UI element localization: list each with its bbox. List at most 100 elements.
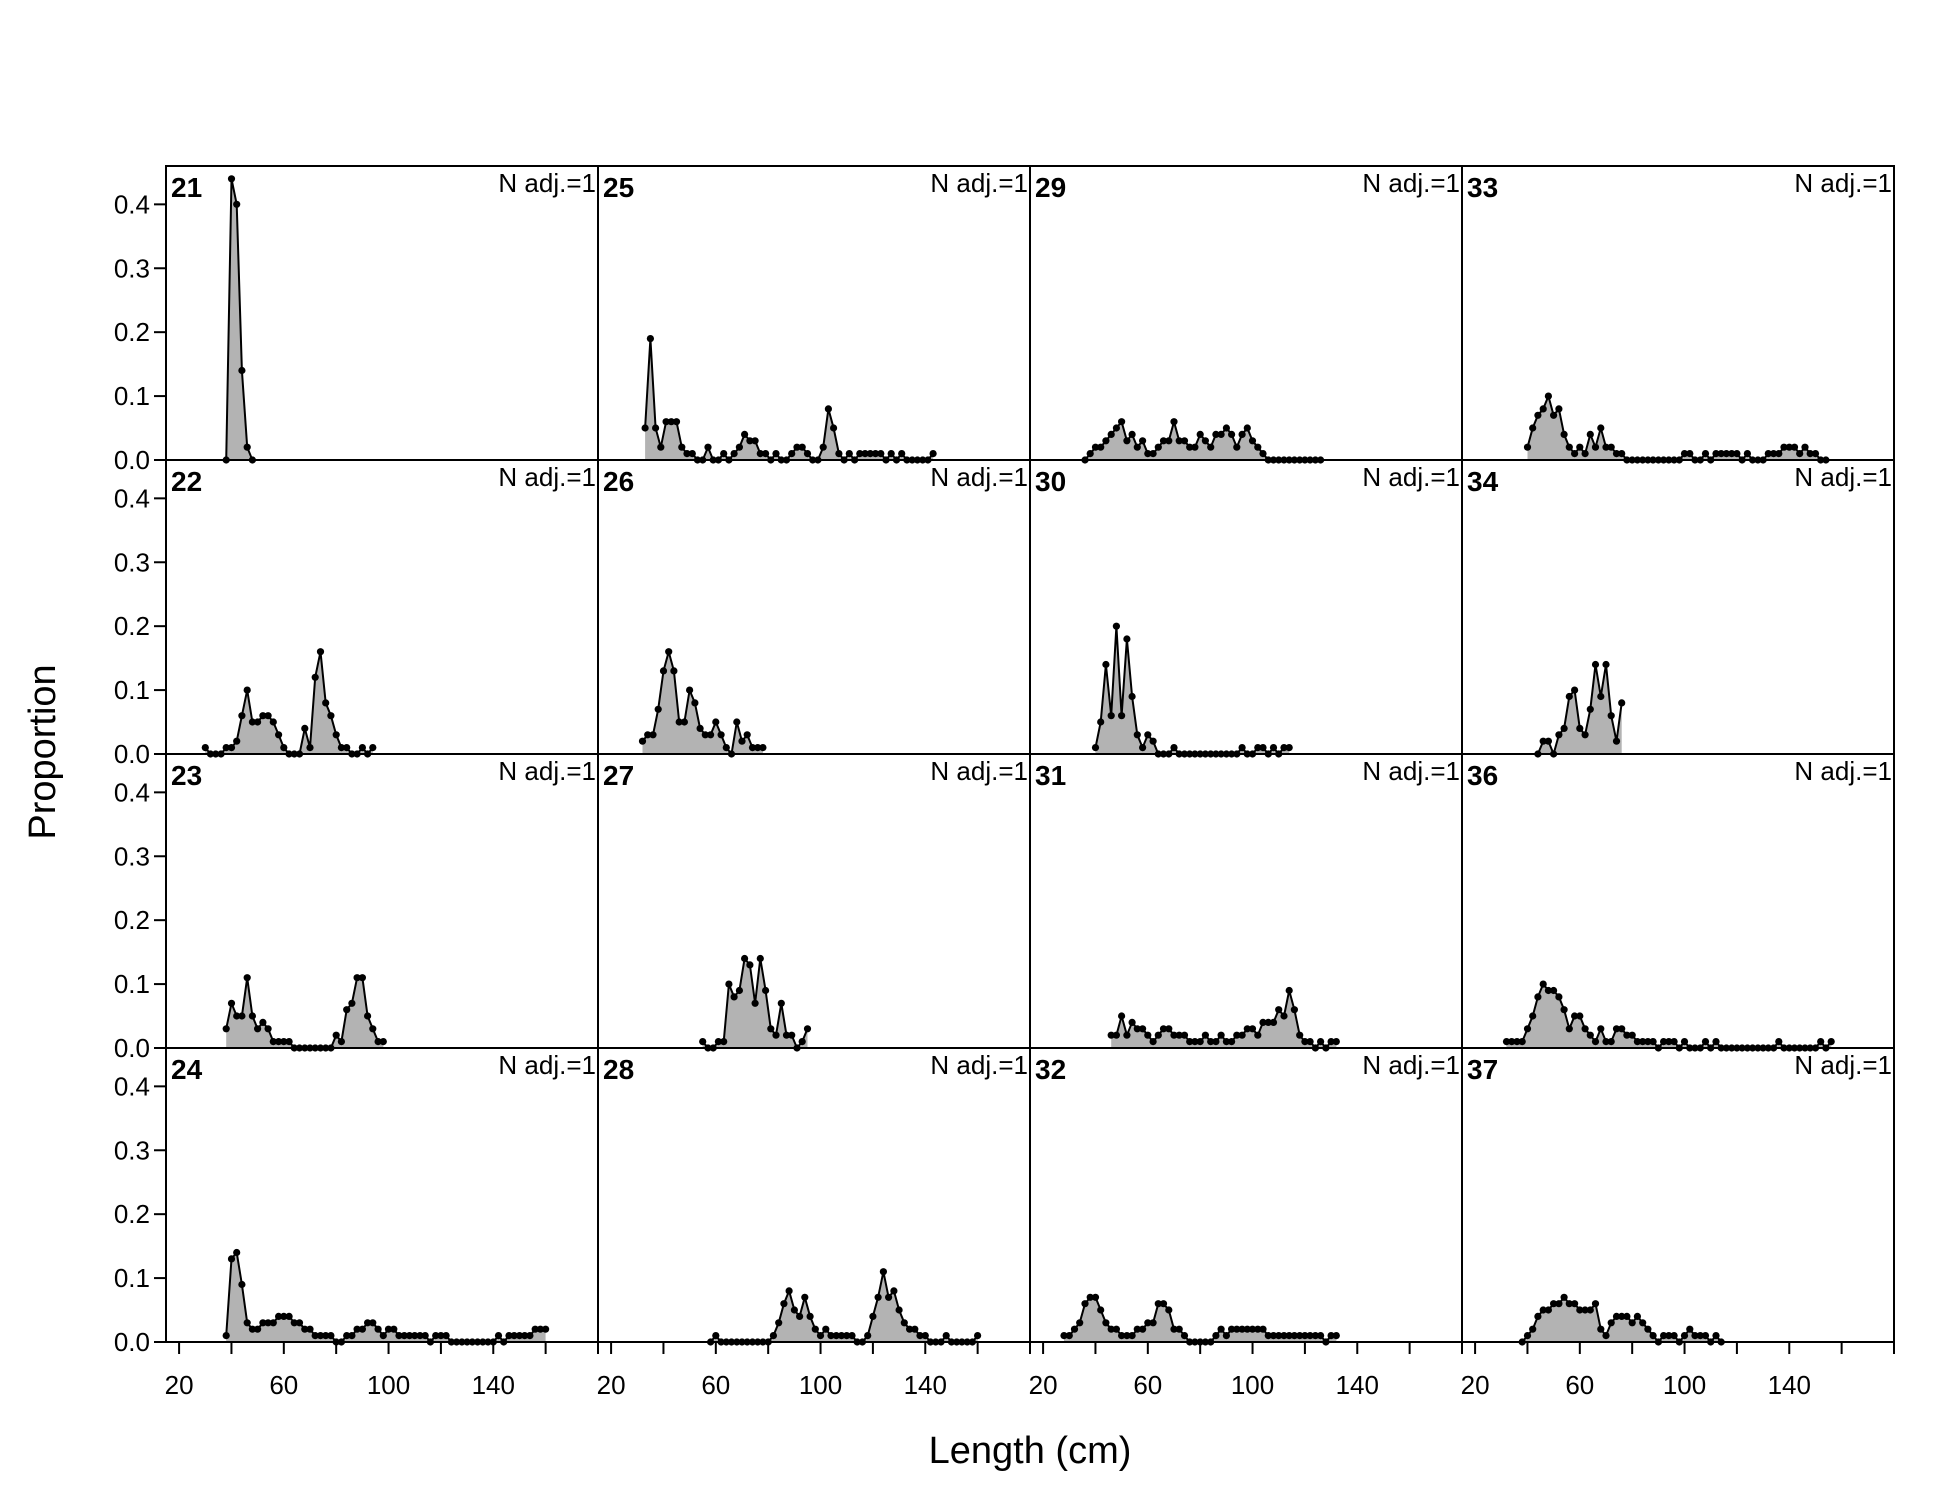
panel-annotation: N adj.=1 — [1794, 168, 1892, 198]
y-tick-label: 0.1 — [114, 1263, 150, 1293]
y-tick-label: 0.2 — [114, 611, 150, 641]
data-point — [1191, 1038, 1199, 1046]
data-point — [1243, 1325, 1251, 1333]
data-point — [1097, 1306, 1105, 1314]
data-point — [1133, 731, 1141, 739]
data-point — [254, 1025, 262, 1033]
data-point — [1764, 450, 1772, 458]
data-point — [1248, 437, 1257, 445]
data-point — [290, 1319, 298, 1327]
data-point — [238, 366, 246, 375]
panel-label: 26 — [603, 466, 634, 497]
data-point — [819, 443, 827, 451]
data-point — [1612, 737, 1621, 745]
data-point — [1518, 1038, 1526, 1046]
x-tick-label: 60 — [1565, 1370, 1594, 1400]
data-point — [1280, 744, 1288, 752]
data-point — [1306, 1038, 1314, 1046]
data-point — [1586, 1031, 1594, 1039]
data-point — [1280, 1332, 1288, 1340]
data-point — [1228, 1325, 1236, 1333]
data-point — [1280, 1012, 1288, 1020]
data-point — [1317, 1038, 1325, 1046]
data-point — [285, 1312, 293, 1320]
data-point — [1128, 1018, 1136, 1026]
data-point — [1539, 1306, 1547, 1314]
data-point — [1207, 1038, 1215, 1046]
panel-frame — [597, 165, 1031, 461]
data-point — [1186, 1038, 1194, 1046]
data-point — [1581, 1025, 1589, 1033]
data-point — [1264, 1018, 1272, 1026]
data-point — [1275, 1332, 1283, 1340]
data-point — [788, 1031, 796, 1039]
data-point — [1701, 1038, 1710, 1046]
data-point — [1550, 986, 1558, 995]
x-tick-label: 20 — [597, 1370, 626, 1400]
data-point — [1560, 1293, 1568, 1301]
panel-label: 30 — [1035, 466, 1066, 497]
data-point — [1254, 744, 1262, 752]
panel-label: 31 — [1035, 760, 1066, 791]
panel-annotation: N adj.=1 — [930, 462, 1028, 492]
panel-label: 36 — [1467, 760, 1498, 791]
data-point — [790, 1306, 799, 1314]
data-point — [1269, 1332, 1278, 1340]
y-tick-label: 0.1 — [114, 969, 150, 999]
data-point — [759, 744, 767, 752]
data-point — [233, 200, 241, 208]
data-point — [1175, 1031, 1183, 1039]
data-point — [1060, 1332, 1068, 1340]
data-point — [348, 1332, 356, 1340]
data-point — [730, 993, 738, 1001]
panel-26: 26 N adj.=1 — [597, 459, 1031, 758]
data-point — [1149, 1038, 1157, 1046]
area-fill — [1095, 626, 1290, 754]
data-point — [364, 1012, 372, 1020]
data-point — [696, 724, 704, 733]
x-tick-label: 140 — [1336, 1370, 1379, 1400]
data-point — [1076, 1319, 1084, 1327]
data-point — [722, 744, 730, 752]
data-point — [1591, 1300, 1600, 1308]
data-point — [243, 974, 251, 982]
data-point — [1222, 424, 1230, 432]
data-point — [1254, 1031, 1262, 1039]
data-point — [227, 999, 236, 1007]
data-point — [772, 450, 780, 458]
data-point — [1285, 744, 1293, 752]
data-point — [712, 718, 720, 726]
data-point — [748, 744, 757, 752]
data-point — [1607, 1038, 1615, 1046]
data-point — [874, 1293, 882, 1301]
area-fill — [226, 178, 253, 461]
data-point — [1680, 450, 1689, 458]
data-point — [1180, 1031, 1189, 1039]
data-point — [798, 1038, 806, 1046]
data-point — [259, 1319, 267, 1327]
data-point — [762, 450, 770, 458]
data-point — [806, 1312, 814, 1320]
data-point — [1565, 443, 1573, 451]
panel-label: 32 — [1035, 1054, 1066, 1085]
data-point — [1597, 692, 1605, 701]
x-tick-label: 100 — [1231, 1370, 1274, 1400]
data-point — [1597, 1025, 1605, 1033]
data-point — [1217, 430, 1225, 438]
data-point — [1565, 1025, 1573, 1033]
data-point — [1248, 1325, 1257, 1333]
data-point — [1680, 1332, 1689, 1340]
data-point — [327, 1332, 335, 1340]
data-point — [1513, 1038, 1521, 1046]
panels-layer: 21 N adj.=1 0.0 0.1 0.2 0.3 0.4 22 N adj.=1 0.0 0.… — [114, 165, 1895, 1400]
data-point — [374, 1325, 382, 1333]
area-fill — [1527, 396, 1826, 460]
data-point — [837, 1332, 846, 1340]
data-point — [280, 1312, 288, 1320]
data-point — [233, 1012, 241, 1020]
data-point — [816, 1332, 825, 1340]
series-line — [709, 1271, 979, 1343]
data-point — [1165, 1306, 1173, 1314]
x-tick-label: 20 — [1461, 1370, 1490, 1400]
data-point — [1165, 437, 1173, 445]
